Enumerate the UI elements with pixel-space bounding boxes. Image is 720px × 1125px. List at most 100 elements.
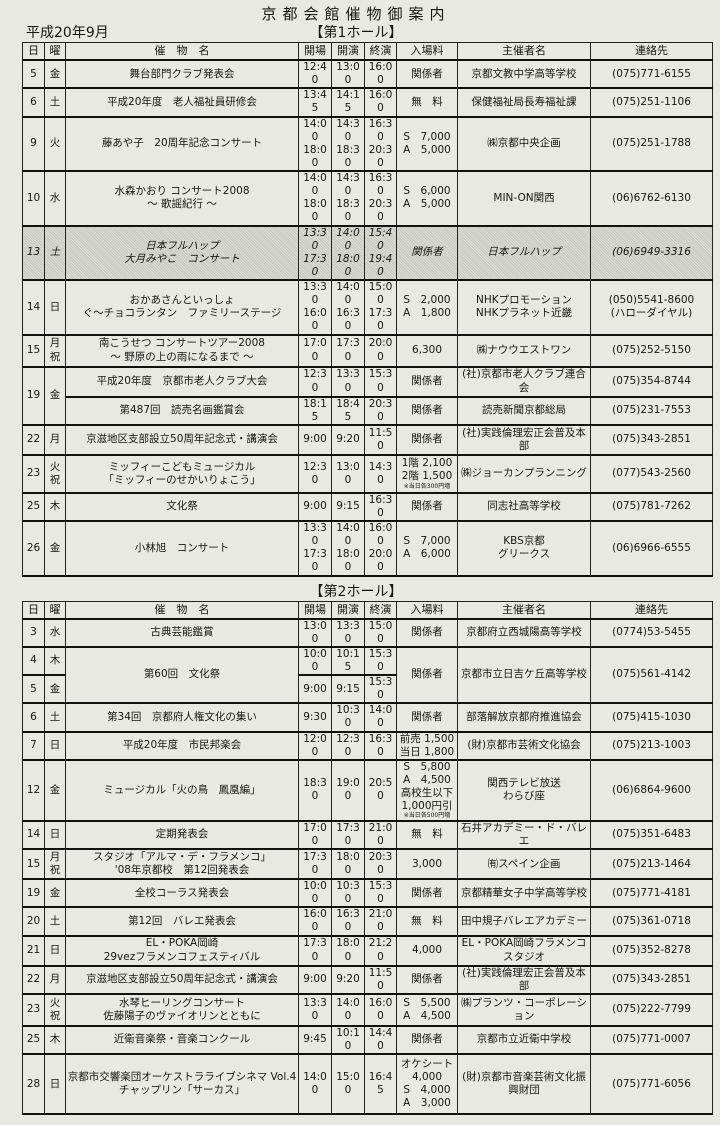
organizer-cell: ㈱京都中央企画 xyxy=(457,116,591,172)
cell-line: 水森かおり コンサート2008 xyxy=(114,185,250,198)
weekday-cell: 金 xyxy=(44,759,66,822)
day-cell: 25 xyxy=(22,1025,45,1055)
cell-line: 第487回 読売名画鑑賞会 xyxy=(119,404,245,417)
cell-line: 15:00 xyxy=(368,281,393,307)
cell-line: 17:30 xyxy=(336,337,360,363)
contact-cell: (06)6864-9600 xyxy=(590,759,713,822)
cell-line: 17:00 xyxy=(303,337,327,363)
cell-line: 15:40 xyxy=(368,226,393,252)
start-time-cell: 13:00 xyxy=(331,59,365,89)
cell-line: 木 xyxy=(49,1033,61,1046)
cell-line: 16:45 xyxy=(368,1070,393,1097)
end-time-cell: 16:30 xyxy=(364,492,397,522)
cell-line: S 7,000 xyxy=(403,535,451,548)
cell-line: (075)343-2851 xyxy=(612,433,691,446)
cell-line: 南こうせつ コンサートツアー2008 xyxy=(99,337,265,350)
contact-cell: (075)222-7799 xyxy=(590,993,713,1027)
day-cell: 3 xyxy=(22,617,45,648)
cell-line: わらび座 xyxy=(503,790,545,803)
event-name-cell: 水琴ヒーリングコンサート 佐藤陽子のヴァイオリンとともに xyxy=(65,993,299,1027)
start-time-cell: 9:15 xyxy=(331,674,365,704)
cell-line: 藤あや子 20周年記念コンサート xyxy=(101,137,263,150)
event-row: 3 水 古典芸能鑑賞 13:00 13:30 15:00 関係者 京都府立西城陽高等学校 (07… xyxy=(22,617,713,648)
cell-line: 18:30 xyxy=(336,143,360,169)
organizer-cell: ㈱ナウウエストワン xyxy=(457,334,591,367)
end-time-cell: 16:00 xyxy=(364,59,397,89)
cell-line: 月 xyxy=(49,433,61,446)
cell-line: 11:50 xyxy=(368,966,393,992)
cell-line: 3,000 xyxy=(411,857,443,870)
admission-cell: S 5,500 A 4,500 xyxy=(396,993,458,1027)
cell-line: 古典芸能鑑賞 xyxy=(150,626,214,639)
cell-line: S 5,800 xyxy=(403,760,451,773)
event-row: 22 月 京滋地区支部設立50周年記念式・講演会 9:00 9:20 11:50 関係者 (社… xyxy=(22,424,713,456)
admission-cell: 関係者 xyxy=(396,878,458,908)
weekday-cell: 金 xyxy=(44,878,66,908)
start-time-cell: 17:30 xyxy=(331,820,365,850)
event-name-cell: 京滋地区支部設立50周年記念式・講演会 xyxy=(65,424,299,456)
end-time-cell: 20:30 xyxy=(364,395,397,426)
day-cell: 14 xyxy=(22,279,45,335)
weekday-cell: 日 xyxy=(44,1053,66,1115)
start-time-cell: 14:00 16:30 xyxy=(331,279,365,335)
end-time-cell: 11:50 xyxy=(364,424,397,456)
column-header: 曜 xyxy=(44,42,66,61)
cell-line: S 2,000 xyxy=(403,294,451,307)
cell-line: 関係者 xyxy=(411,433,443,446)
contact-cell: (075)251-1788 xyxy=(590,116,713,172)
cell-line: (0774)53-5455 xyxy=(612,626,691,639)
weekday-cell: 金 xyxy=(44,674,66,704)
cell-line: 京都市交響楽団オーケストラライブシネマ Vol.4 xyxy=(67,1070,297,1083)
event-row: 25 木 近衛音楽祭・音楽コンクール 9:45 10:10 14:40 関係者 京都市立近衛中… xyxy=(22,1025,713,1055)
cell-line: 同志社高等学校 xyxy=(487,500,561,513)
cell-line: 9:00 xyxy=(303,682,327,695)
event-name-cell: 文化祭 xyxy=(65,492,299,522)
cell-line: A 4,500 xyxy=(403,773,451,786)
event-row: 23 火祝ミッフィーこどもミュージカル 「ミッフィーのせかいりょこう」 12:30 13… xyxy=(22,454,713,494)
cell-line: 木 xyxy=(49,500,61,513)
cell-line: 15:30 xyxy=(368,647,393,673)
cell-line: 21:20 xyxy=(368,937,393,963)
cell-line: (075)251-1106 xyxy=(612,95,691,108)
event-name-cell: 藤あや子 20周年記念コンサート xyxy=(65,116,299,172)
cell-line: 祝 xyxy=(49,1009,61,1022)
admission-cell: 関係者 xyxy=(396,59,458,89)
weekday-cell: 火祝 xyxy=(44,993,66,1027)
cell-line: 1,000円引 xyxy=(401,800,453,813)
cell-line: 29vezフラメンコフェスティバル xyxy=(103,950,261,963)
event-name-cell: 定期発表会 xyxy=(65,820,299,850)
cell-line: (075)354-8744 xyxy=(612,374,691,387)
doors-open-cell: 18:30 xyxy=(298,759,332,822)
header-row: 日曜催 物 名開場 開演 終演 入場料 主催者名 連絡先 xyxy=(22,42,713,61)
event-row: 22 月 京滋地区支部設立50周年記念式・講演会 9:00 9:20 11:50 関係者 (社… xyxy=(22,965,713,995)
cell-line: 19:40 xyxy=(368,252,393,278)
weekday-cell: 土 xyxy=(44,225,66,281)
cell-line: 13:30 xyxy=(336,619,360,645)
event-row: 4 木第60回 文化祭 10:00 10:15 15:30 関係者 京都市立日吉ケ丘高等学校… xyxy=(22,646,713,704)
cell-line: (075)343-2851 xyxy=(612,973,691,986)
event-row: 5 金 9:00 9:15 15:30 xyxy=(22,674,713,704)
cell-line: 関係者 xyxy=(411,404,443,417)
cell-line: 14:00 xyxy=(336,226,360,252)
doors-open-cell: 17:00 xyxy=(298,334,332,367)
weekday-cell: 金 xyxy=(44,59,66,89)
cell-line: ㈱京都中央企画 xyxy=(487,137,561,150)
cell-line: S 5,500 xyxy=(403,996,451,1009)
cell-line: 16:00 xyxy=(303,908,327,934)
organizer-cell: (社)実践倫理宏正会普及本部 xyxy=(457,965,591,995)
column-header: 日 xyxy=(22,600,45,619)
cell-line: 13:30 xyxy=(303,281,327,307)
cell-line: 12:40 xyxy=(303,61,327,87)
contact-cell: (075)213-1464 xyxy=(590,848,713,880)
cell-line: 14:00 xyxy=(303,117,327,143)
cell-line: '08年京都校 第12回発表会 xyxy=(114,864,250,877)
cell-line: 保健福祉局長寿福祉課 xyxy=(471,95,577,108)
event-name-cell: 平成20年度 京都市老人クラブ大会 xyxy=(65,366,299,397)
organizer-cell: 京都府立西城陽高等学校 xyxy=(457,617,591,648)
weekday-cell: 土 xyxy=(44,702,66,733)
cell-line: 関係者 xyxy=(411,374,443,387)
day-cell: 19 xyxy=(22,365,45,426)
cell-line: 土 xyxy=(49,95,61,108)
contact-cell: (075)343-2851 xyxy=(590,424,713,456)
event-name-cell: 日本フルハップ 大月みやこ コンサート xyxy=(65,225,299,281)
